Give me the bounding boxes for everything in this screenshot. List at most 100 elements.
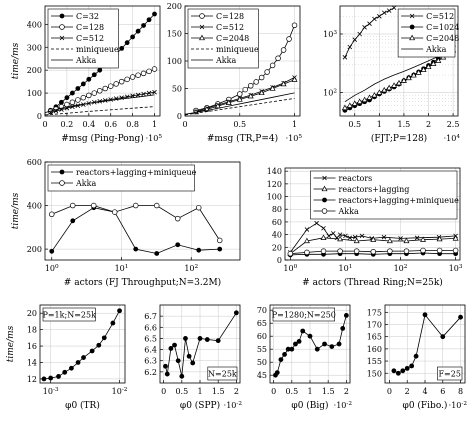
data-point bbox=[151, 66, 158, 72]
x-tick-label: 0 bbox=[387, 387, 392, 396]
data-point bbox=[420, 66, 427, 72]
annotation-label: P=1280;N=250 bbox=[272, 311, 336, 320]
data-point bbox=[322, 341, 327, 347]
y-tick-label: 6.7 bbox=[144, 312, 157, 321]
plot-frame bbox=[44, 5, 161, 117]
x-axis-label: #msg (TR,P=4) bbox=[207, 133, 278, 144]
y-tick-label: 140 bbox=[267, 167, 282, 176]
data-point bbox=[237, 91, 243, 97]
data-point bbox=[387, 248, 393, 254]
y-tick-label: 600 bbox=[27, 158, 42, 167]
x-tick-label: 0.8 bbox=[126, 120, 139, 129]
data-point bbox=[337, 235, 344, 242]
legend-marker bbox=[59, 24, 65, 30]
x-tick-label: 1.5 bbox=[212, 387, 225, 396]
data-point bbox=[41, 376, 47, 382]
data-point bbox=[289, 346, 295, 352]
plot-frame bbox=[339, 5, 459, 117]
data-point bbox=[436, 235, 443, 242]
data-point bbox=[62, 369, 68, 375]
data-point bbox=[296, 339, 302, 344]
data-point bbox=[141, 23, 146, 28]
data-point bbox=[395, 370, 401, 376]
x-exponent: ·104 bbox=[444, 134, 461, 143]
data-point bbox=[286, 36, 292, 42]
x-exponent: ·10-2 bbox=[449, 401, 468, 410]
data-point bbox=[420, 236, 427, 242]
y-tick-label: 40 bbox=[272, 231, 282, 240]
x-tick-label: 0.4 bbox=[82, 120, 95, 129]
data-point bbox=[420, 247, 426, 254]
y-tick-label: 165 bbox=[367, 333, 382, 342]
data-point bbox=[111, 209, 118, 215]
series-akka bbox=[44, 94, 155, 113]
data-point bbox=[75, 360, 81, 365]
data-point bbox=[291, 22, 298, 29]
data-point bbox=[124, 76, 130, 83]
data-point bbox=[258, 74, 265, 81]
y-tick-label: 175 bbox=[367, 308, 382, 317]
data-point bbox=[347, 235, 353, 241]
annotation-label: P=1k;N=25k bbox=[42, 311, 96, 320]
data-point bbox=[291, 76, 298, 82]
data-point bbox=[347, 44, 353, 50]
series-akka bbox=[49, 202, 223, 244]
data-point bbox=[367, 21, 372, 26]
data-point bbox=[320, 248, 327, 254]
legend-box bbox=[310, 170, 458, 220]
legend-marker bbox=[59, 169, 65, 175]
legend: reactors reactors+lagging reactors+lagging… bbox=[310, 170, 460, 220]
data-point bbox=[314, 346, 320, 352]
data-point bbox=[49, 248, 55, 254]
data-point bbox=[253, 79, 259, 85]
data-point bbox=[132, 202, 139, 209]
legend-label: Akka bbox=[338, 207, 359, 216]
x-axis-label: φ0 (Big) bbox=[291, 400, 328, 411]
y-tick-label: 155 bbox=[367, 357, 382, 366]
plot-frame bbox=[284, 167, 461, 261]
legend-marker bbox=[321, 185, 328, 192]
y-tick-label: 100 bbox=[267, 193, 282, 202]
x-tick-label: 6 bbox=[440, 387, 445, 396]
data-point bbox=[314, 220, 319, 226]
data-point bbox=[361, 96, 368, 103]
data-point bbox=[233, 310, 239, 316]
x-tick-label: 0.5 bbox=[348, 120, 361, 129]
legend-marker bbox=[199, 34, 205, 41]
data-point bbox=[352, 37, 358, 42]
data-point bbox=[458, 314, 463, 320]
data-point bbox=[69, 365, 74, 371]
data-point bbox=[154, 251, 160, 256]
x-axis-label: # actors (FJ Throughput;N=3.2M) bbox=[64, 277, 221, 288]
data-point bbox=[362, 25, 367, 30]
data-point bbox=[452, 247, 459, 254]
x-tick-label: 1.5 bbox=[322, 387, 335, 396]
legend-marker bbox=[322, 175, 327, 181]
legend-label: reactors+lagging+miniqueue bbox=[339, 196, 460, 205]
legend-box bbox=[47, 8, 119, 69]
data-point bbox=[371, 92, 378, 98]
data-point bbox=[153, 202, 160, 209]
data-point bbox=[96, 342, 102, 348]
data-point bbox=[186, 353, 192, 359]
legend: C=32 C=128 C=512 miniqueue Akka bbox=[47, 8, 119, 69]
legend: reactors+lagging+miniqueue Akka bbox=[47, 164, 197, 192]
data-point bbox=[386, 8, 392, 13]
data-point bbox=[336, 341, 342, 347]
legend-label: miniqueue bbox=[76, 45, 119, 54]
data-point bbox=[391, 368, 397, 374]
y-tick-label: 18 bbox=[27, 326, 37, 335]
data-point bbox=[321, 225, 326, 231]
data-point bbox=[359, 233, 365, 239]
x-tick-label: 1 bbox=[152, 120, 157, 129]
data-point bbox=[75, 97, 81, 103]
data-point bbox=[329, 344, 335, 349]
chart-8: 0 0.5 1 1.5 2 45 50 55 60 65 70 φ0 (Big) ·10-2 P=1280… bbox=[257, 304, 352, 411]
data-point bbox=[346, 102, 353, 108]
x-tick-label: 102 bbox=[394, 264, 408, 273]
data-point bbox=[280, 80, 287, 87]
data-point bbox=[172, 342, 177, 348]
data-point bbox=[101, 335, 107, 341]
data-point bbox=[370, 236, 377, 242]
